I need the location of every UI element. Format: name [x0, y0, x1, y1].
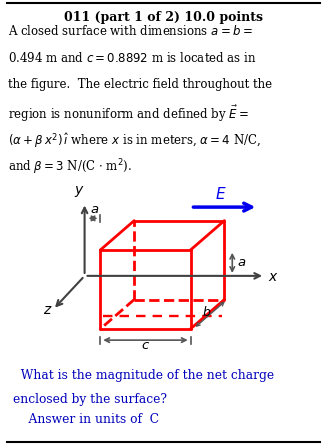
Text: $a$: $a$: [237, 256, 247, 269]
Text: $z$: $z$: [43, 303, 52, 317]
Text: $y$: $y$: [74, 184, 84, 199]
Text: A closed surface with dimensions $a = b =$: A closed surface with dimensions $a = b …: [8, 24, 253, 38]
Text: region is nonuniform and defined by $\vec{E} =$: region is nonuniform and defined by $\ve…: [8, 104, 250, 124]
Text: Answer in units of  C: Answer in units of C: [13, 413, 159, 426]
Text: $(\alpha + \beta\, x^2)\,\hat{\imath}$ where $x$ is in meters, $\alpha = 4$ N/C,: $(\alpha + \beta\, x^2)\,\hat{\imath}$ w…: [8, 131, 261, 150]
Text: enclosed by the surface?: enclosed by the surface?: [13, 392, 167, 405]
Text: 0.494 m and $c = 0.8892$ m is located as in: 0.494 m and $c = 0.8892$ m is located as…: [8, 51, 257, 65]
Text: What is the magnitude of the net charge: What is the magnitude of the net charge: [13, 369, 274, 382]
Text: $E$: $E$: [215, 186, 227, 202]
Text: 011 (part 1 of 2) 10.0 points: 011 (part 1 of 2) 10.0 points: [64, 11, 263, 24]
Text: the figure.  The electric field throughout the: the figure. The electric field throughou…: [8, 77, 272, 91]
Text: $x$: $x$: [268, 270, 279, 284]
Text: and $\beta = 3$ N/(C $\cdot$ m$^2$).: and $\beta = 3$ N/(C $\cdot$ m$^2$).: [8, 158, 132, 178]
Text: $b$: $b$: [202, 305, 211, 319]
Text: $c$: $c$: [141, 339, 150, 352]
Text: $a$: $a$: [90, 203, 99, 216]
